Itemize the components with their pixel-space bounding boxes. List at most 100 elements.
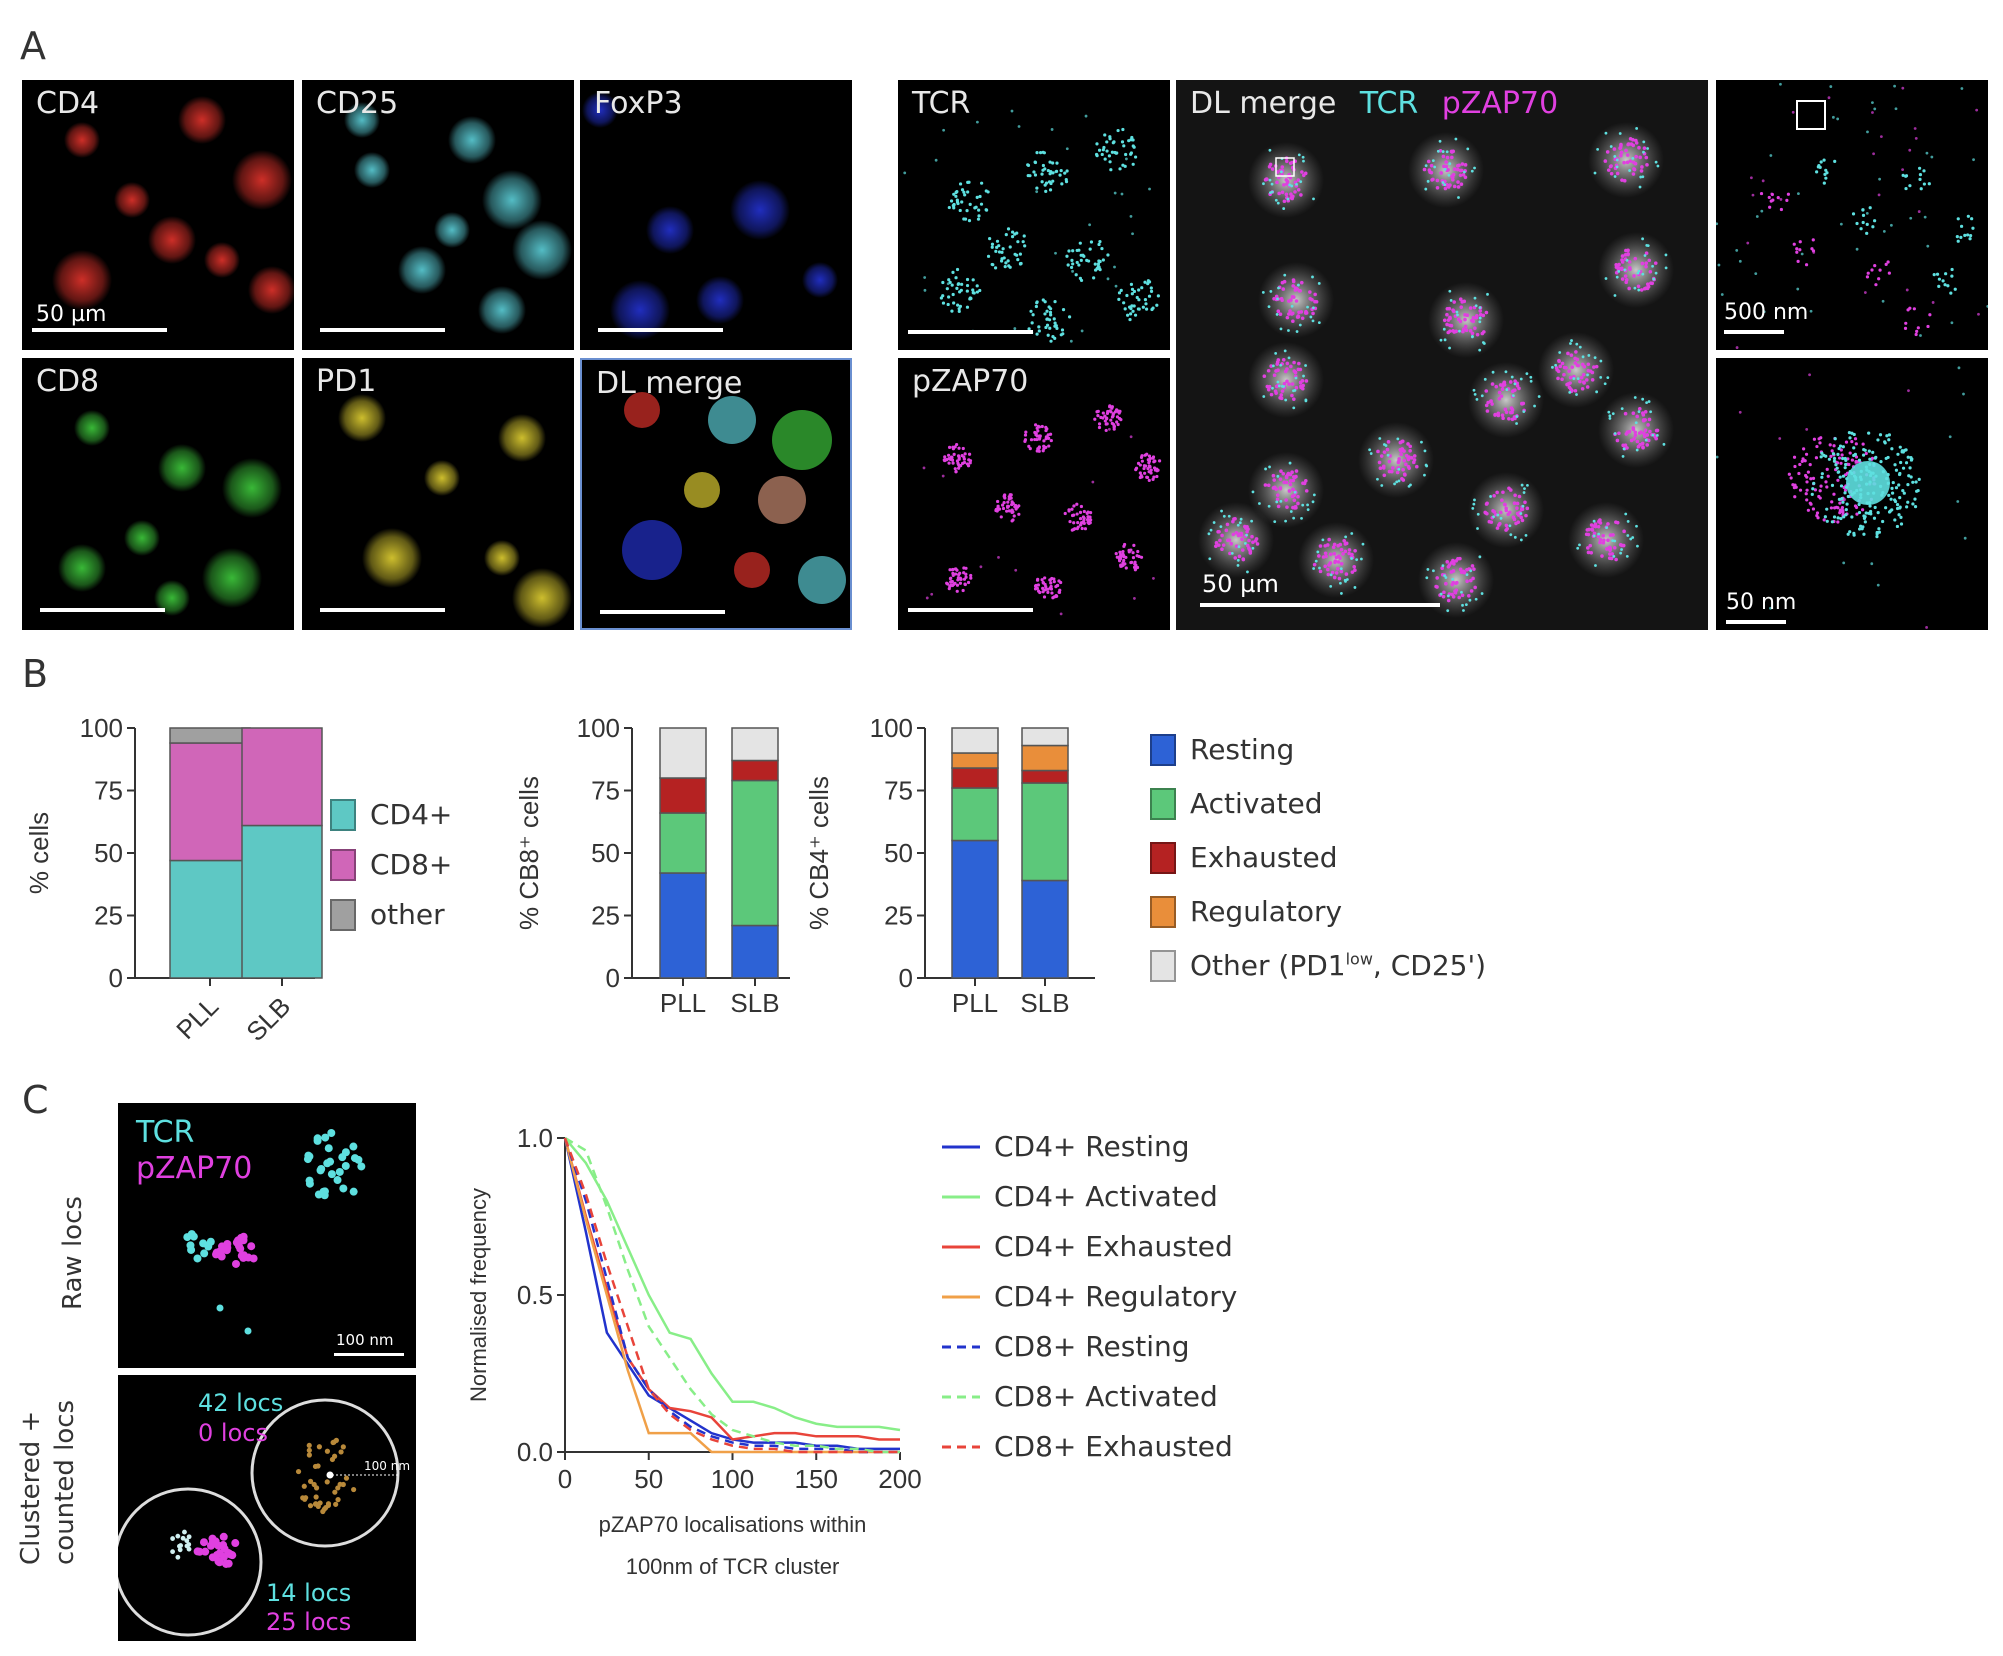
legend-line-sample xyxy=(942,1345,980,1348)
x-tick-label: SLB xyxy=(240,991,296,1047)
clustered-locs-image[interactable]: 42 locs 0 locs 14 locs 25 locs 100 nm xyxy=(118,1375,416,1641)
dl-merge-image[interactable]: DL merge xyxy=(580,358,852,630)
localisation-dot xyxy=(1966,233,1970,237)
localisation-dot xyxy=(1904,321,1908,325)
localisation-dot xyxy=(1329,573,1333,577)
localisation-dot xyxy=(1275,497,1280,502)
localisation-dot xyxy=(1066,263,1070,267)
tcr-loc xyxy=(175,1554,181,1560)
pd1-image[interactable]: PD1 xyxy=(302,358,574,630)
localisation-dot xyxy=(1312,197,1315,201)
localisation-dot xyxy=(1044,425,1048,429)
localisation-dot xyxy=(1318,566,1321,570)
localisation-dot xyxy=(1076,525,1080,529)
cell-blob xyxy=(52,250,112,310)
localisation-dot xyxy=(1006,504,1010,508)
localisation-dot xyxy=(1834,463,1838,467)
localisation-dot xyxy=(1048,578,1052,582)
localisation-dot xyxy=(975,120,979,124)
localisation-dot xyxy=(1485,511,1489,516)
localisation-dot xyxy=(1075,512,1079,516)
localisation-dot xyxy=(1065,254,1069,258)
clustered-loc xyxy=(316,1444,322,1450)
y-tick-label: 50 xyxy=(884,838,913,868)
cd25-image[interactable]: CD25 xyxy=(302,80,574,350)
localisation-dot xyxy=(1131,232,1134,236)
localisation-dot xyxy=(1122,558,1126,563)
localisation-dot xyxy=(1455,164,1460,168)
tcr-loc xyxy=(349,1142,358,1151)
bar-segment xyxy=(169,742,251,862)
localisation-dot xyxy=(941,280,945,285)
localisation-dot xyxy=(1862,532,1866,536)
localisation-dot xyxy=(1274,384,1279,389)
localisation-dot xyxy=(1101,258,1105,262)
localisation-dot xyxy=(1047,444,1051,448)
localisation-dot xyxy=(1619,551,1623,555)
localisation-dot xyxy=(1065,169,1069,173)
localisation-dot xyxy=(1155,474,1159,479)
localisation-dot xyxy=(1000,250,1004,254)
localisation-dot xyxy=(1755,215,1759,218)
localisation-dot xyxy=(1798,240,1802,244)
zoom-500nm-image[interactable]: 500 nm xyxy=(1716,80,1988,350)
localisation-dot xyxy=(1558,364,1563,369)
localisation-dot xyxy=(1463,324,1468,329)
localisation-dot xyxy=(1445,150,1449,154)
localisation-dot xyxy=(1112,427,1116,431)
localisation-dot xyxy=(1759,191,1764,196)
localisation-dot xyxy=(1095,142,1099,146)
zoom-50nm-image[interactable]: 50 nm xyxy=(1716,358,1988,630)
localisation-dot xyxy=(1124,157,1128,161)
localisation-dot xyxy=(1521,504,1525,508)
foxp3-image[interactable]: FoxP3 xyxy=(580,80,852,350)
localisation-dot xyxy=(1123,542,1127,547)
localisation-dot xyxy=(1240,548,1245,552)
localisation-dot xyxy=(1865,211,1869,215)
pzap70-image[interactable]: pZAP70 xyxy=(898,358,1170,630)
localisation-dot xyxy=(1343,549,1348,554)
localisation-dot xyxy=(1293,190,1297,194)
localisation-dot xyxy=(1044,181,1049,185)
localisation-dot xyxy=(1269,392,1274,397)
series-line xyxy=(563,1137,900,1454)
localisation-dot xyxy=(1280,170,1283,174)
localisation-dot xyxy=(1414,464,1419,469)
localisation-dot xyxy=(1017,512,1021,516)
localisation-dot xyxy=(1069,265,1074,270)
bar-segment xyxy=(951,839,999,979)
localisation-dot xyxy=(1510,389,1515,394)
cd8-image[interactable]: CD8 xyxy=(22,358,294,630)
localisation-dot xyxy=(958,581,963,585)
localisation-dot xyxy=(1134,563,1138,567)
localisation-dot xyxy=(1642,150,1645,154)
localisation-dot xyxy=(1109,168,1113,172)
localisation-dot xyxy=(1048,188,1053,192)
localisation-dot xyxy=(1289,364,1293,369)
localisation-dot xyxy=(1049,438,1053,443)
localisation-dot xyxy=(1105,411,1110,416)
localisation-dot xyxy=(1870,268,1874,272)
localisation-dot xyxy=(1644,438,1648,442)
pzap70-label: pZAP70 xyxy=(912,364,1029,399)
raw-locs-image[interactable]: TCR pZAP70 100 nm xyxy=(118,1103,416,1368)
localisation-dot xyxy=(1833,437,1837,441)
localisation-dot xyxy=(1001,506,1006,511)
series-line xyxy=(563,1137,900,1454)
localisation-dot xyxy=(1598,540,1602,545)
localisation-dot xyxy=(947,445,952,449)
cd4-image[interactable]: CD4 50 µm xyxy=(22,80,294,350)
localisation-dot xyxy=(1843,491,1847,495)
localisation-dot xyxy=(1462,609,1465,612)
dl-merge-large-image[interactable]: DL merge TCR pZAP70 50 µm xyxy=(1176,80,1708,630)
localisation-dot xyxy=(1809,309,1813,313)
tcr-image[interactable]: TCR xyxy=(898,80,1170,350)
localisation-dot xyxy=(1805,480,1809,484)
cell-blob xyxy=(772,410,832,470)
localisation-dot xyxy=(996,499,1000,504)
localisation-dot xyxy=(1291,319,1295,324)
legend-label: CD4+ Regulatory xyxy=(994,1280,1238,1313)
localisation-dot xyxy=(1956,500,1960,503)
localisation-dot xyxy=(1301,155,1305,159)
localisation-dot xyxy=(1452,184,1457,189)
